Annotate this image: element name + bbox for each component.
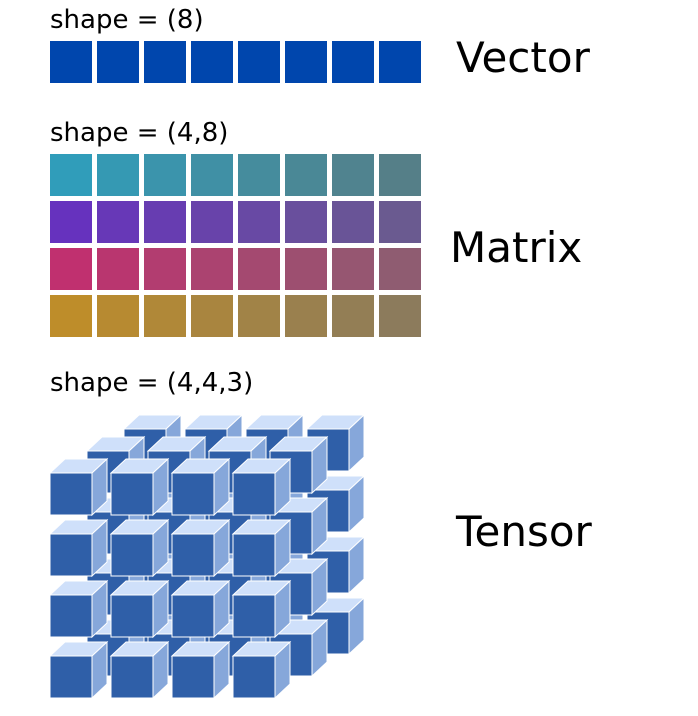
vector-cell bbox=[285, 41, 327, 83]
matrix-cell bbox=[285, 295, 327, 337]
matrix-cell bbox=[191, 201, 233, 243]
matrix-cell bbox=[332, 201, 374, 243]
tensor-cube bbox=[231, 640, 292, 700]
matrix-cell bbox=[50, 201, 92, 243]
matrix-shape-label: shape = (4,8) bbox=[50, 118, 229, 148]
matrix-cell bbox=[285, 201, 327, 243]
matrix-cell bbox=[97, 295, 139, 337]
vector-shape-label: shape = (8) bbox=[50, 5, 204, 35]
tensor-cube bbox=[231, 518, 292, 578]
matrix-cell bbox=[332, 154, 374, 196]
matrix-cell bbox=[238, 295, 280, 337]
tensor-cube bbox=[109, 579, 170, 639]
vector-cell bbox=[144, 41, 186, 83]
matrix-cell bbox=[50, 248, 92, 290]
matrix-cell bbox=[50, 154, 92, 196]
tensor-cubes bbox=[48, 413, 366, 700]
matrix-cell bbox=[379, 248, 421, 290]
matrix-cell bbox=[379, 295, 421, 337]
vector-cell bbox=[97, 41, 139, 83]
tensor-cube bbox=[305, 474, 366, 534]
matrix-cell bbox=[97, 248, 139, 290]
tensor-cube bbox=[170, 579, 231, 639]
matrix-cell bbox=[97, 201, 139, 243]
vector-cell bbox=[50, 41, 92, 83]
tensor-cube bbox=[170, 518, 231, 578]
matrix-cell bbox=[191, 154, 233, 196]
matrix-cell bbox=[238, 248, 280, 290]
tensor-cube bbox=[231, 457, 292, 517]
matrix-cell bbox=[332, 295, 374, 337]
matrix-cell bbox=[191, 248, 233, 290]
vector-cell bbox=[238, 41, 280, 83]
matrix-cell bbox=[144, 248, 186, 290]
vector-cell bbox=[191, 41, 233, 83]
matrix-grid bbox=[50, 154, 421, 337]
tensor-cube bbox=[48, 640, 109, 700]
tensor-cube bbox=[109, 640, 170, 700]
matrix-cell bbox=[379, 201, 421, 243]
vector-cell bbox=[332, 41, 374, 83]
vector-strip bbox=[50, 41, 421, 83]
matrix-cell bbox=[144, 154, 186, 196]
tensor-cube bbox=[48, 518, 109, 578]
vector-title: Vector bbox=[456, 33, 590, 82]
tensor-shape-label: shape = (4,4,3) bbox=[50, 368, 254, 398]
matrix-cell bbox=[191, 295, 233, 337]
matrix-cell bbox=[285, 154, 327, 196]
matrix-cell bbox=[238, 154, 280, 196]
matrix-cell bbox=[238, 201, 280, 243]
tensor-cube bbox=[48, 579, 109, 639]
tensor-cube bbox=[231, 579, 292, 639]
tensor-cube bbox=[109, 518, 170, 578]
tensor-cube bbox=[48, 457, 109, 517]
tensor-cube bbox=[170, 640, 231, 700]
tensor-cube bbox=[170, 457, 231, 517]
matrix-cell bbox=[332, 248, 374, 290]
matrix-cell bbox=[97, 154, 139, 196]
matrix-cell bbox=[144, 201, 186, 243]
tensor-cube bbox=[268, 435, 329, 495]
tensor-cube bbox=[109, 457, 170, 517]
matrix-cell bbox=[379, 154, 421, 196]
matrix-cell bbox=[50, 295, 92, 337]
vector-cell bbox=[379, 41, 421, 83]
matrix-title: Matrix bbox=[450, 223, 583, 272]
matrix-cell bbox=[144, 295, 186, 337]
tensor-title: Tensor bbox=[456, 507, 592, 556]
matrix-cell bbox=[285, 248, 327, 290]
